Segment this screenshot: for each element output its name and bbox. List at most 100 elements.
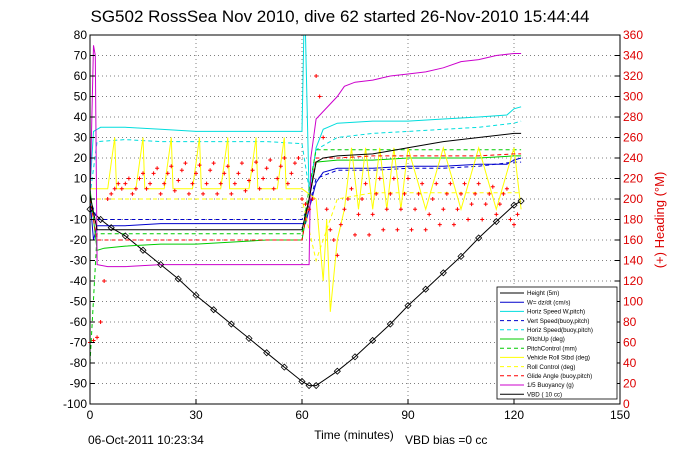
depth-marker-group bbox=[86, 197, 525, 390]
heading-point bbox=[285, 181, 290, 186]
depth-marker bbox=[157, 261, 165, 269]
y-tick-label: -30 bbox=[70, 254, 88, 268]
heading-point bbox=[151, 171, 156, 176]
heading-point bbox=[413, 207, 418, 212]
heading-point bbox=[448, 181, 453, 186]
x-axis-label: Time (minutes) bbox=[314, 428, 394, 442]
series-line-10 bbox=[89, 45, 522, 268]
legend-label-5: PitchUp (deg) bbox=[527, 336, 565, 343]
y-tick-label: -50 bbox=[70, 295, 88, 309]
heading-point bbox=[317, 94, 322, 99]
y-right-tick-label: 20 bbox=[623, 377, 637, 391]
heading-point bbox=[119, 186, 124, 191]
heading-point bbox=[345, 197, 350, 201]
legend-label-9: Glide Angle (buoy,pitch) bbox=[527, 373, 592, 380]
heading-point bbox=[356, 212, 361, 217]
y-right-tick-label: 340 bbox=[623, 49, 643, 63]
legend-label-4: Horiz Speed(buoy,pitch) bbox=[527, 327, 593, 334]
heading-point bbox=[349, 186, 354, 191]
chart-title: SG502 RossSea Nov 2010, dive 62 started … bbox=[91, 7, 590, 26]
heading-point bbox=[232, 181, 237, 186]
heading-point bbox=[91, 338, 96, 343]
heading-point bbox=[476, 181, 481, 186]
x-tick-label: 60 bbox=[295, 408, 309, 422]
depth-marker bbox=[107, 224, 115, 232]
heading-point bbox=[225, 164, 230, 169]
y-right-tick-label: 260 bbox=[623, 131, 643, 145]
heading-point bbox=[133, 186, 138, 191]
heading-point bbox=[109, 191, 114, 196]
y-tick-label: -10 bbox=[70, 213, 88, 227]
heading-point bbox=[363, 181, 368, 186]
heading-point bbox=[402, 191, 407, 196]
heading-point bbox=[381, 227, 386, 232]
y-tick-label: -80 bbox=[70, 356, 88, 370]
heading-point bbox=[123, 181, 128, 186]
timestamp-footer: 06-Oct-2011 10:23:34 bbox=[88, 433, 204, 447]
heading-point bbox=[423, 227, 428, 232]
heading-point bbox=[271, 186, 276, 191]
heading-point bbox=[296, 156, 301, 160]
y-right-tick-label: 280 bbox=[623, 110, 643, 124]
depth-marker bbox=[263, 349, 271, 357]
legend-box bbox=[496, 286, 618, 400]
heading-point bbox=[331, 238, 336, 242]
heading-point bbox=[430, 197, 435, 201]
heading-point bbox=[342, 207, 347, 212]
depth-marker bbox=[245, 334, 253, 342]
heading-point bbox=[289, 171, 294, 176]
heading-point bbox=[508, 217, 513, 222]
heading-point bbox=[494, 212, 499, 217]
heading-point bbox=[130, 191, 135, 196]
heading-point bbox=[229, 191, 234, 196]
heading-point bbox=[190, 181, 195, 186]
heading-point-group bbox=[88, 74, 520, 345]
depth-marker bbox=[404, 302, 412, 310]
heading-point bbox=[257, 186, 262, 191]
depth-marker bbox=[210, 306, 218, 314]
x-tick-label: 0 bbox=[87, 408, 94, 422]
heading-point bbox=[176, 178, 181, 183]
depth-marker bbox=[280, 363, 288, 371]
heading-point bbox=[483, 202, 488, 207]
vbd-bias-footer: VBD bias =0 cc bbox=[405, 433, 487, 447]
y-tick-label: -70 bbox=[70, 336, 88, 350]
y-right-tick-label: 80 bbox=[623, 315, 637, 329]
heading-point bbox=[367, 232, 372, 237]
legend-label-0: Height (5m) bbox=[527, 290, 559, 297]
depth-marker bbox=[457, 252, 465, 260]
heading-point bbox=[275, 176, 280, 181]
heading-point bbox=[215, 191, 220, 196]
heading-point bbox=[204, 181, 209, 186]
heading-point bbox=[264, 166, 269, 171]
legend-label-2: Horiz Speed W,pitch) bbox=[527, 309, 585, 316]
heading-point bbox=[137, 176, 142, 181]
series-line-3 bbox=[89, 161, 522, 220]
heading-point bbox=[126, 176, 131, 181]
y-tick-label: -90 bbox=[70, 377, 88, 391]
depth-marker bbox=[439, 269, 447, 277]
heading-point bbox=[282, 156, 287, 160]
heading-point bbox=[434, 181, 439, 186]
legend-label-3: Vert Speed(buoy,pitch) bbox=[527, 318, 589, 325]
series-line-7 bbox=[90, 137, 522, 312]
heading-point bbox=[243, 188, 248, 193]
y-tick-label: 40 bbox=[74, 110, 88, 124]
y-right-tick-label: 240 bbox=[623, 151, 643, 165]
y-right-tick-label: 60 bbox=[623, 336, 637, 350]
heading-point bbox=[451, 222, 456, 227]
heading-point bbox=[459, 191, 463, 196]
heading-point bbox=[148, 181, 153, 186]
heading-point bbox=[462, 181, 467, 186]
series-line-1 bbox=[89, 157, 522, 241]
y-right-tick-label: 320 bbox=[623, 69, 643, 83]
depth-marker bbox=[351, 353, 359, 361]
y-right-tick-label: 180 bbox=[623, 213, 643, 227]
x-axis: 0 30 60 90 120 150 bbox=[87, 399, 630, 422]
heading-point bbox=[98, 320, 103, 324]
heading-point bbox=[314, 74, 319, 78]
y-tick-label: 30 bbox=[74, 131, 88, 145]
x-tick-label: 120 bbox=[504, 408, 524, 422]
legend: Height (5m) W= dz/dt (cm/s) Horiz Speed W,… bbox=[496, 286, 618, 400]
